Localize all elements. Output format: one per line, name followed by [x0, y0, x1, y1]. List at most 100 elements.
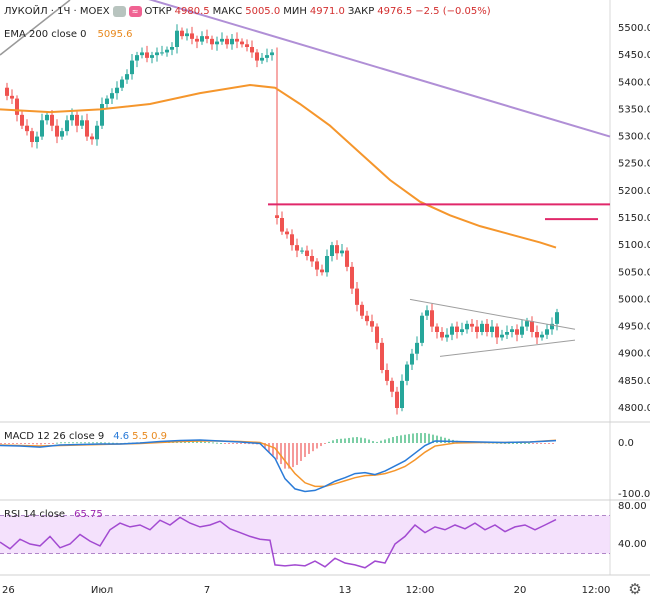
macd-histogram-bar [444, 437, 446, 443]
macd-histogram-bar [512, 443, 514, 444]
symbol-legend: ЛУКОЙЛ · 1Ч · MOEX ≈ ОТКР 4980.5 МАКС 5005… [4, 6, 491, 17]
candle-body [415, 342, 419, 354]
candle-body [190, 33, 194, 39]
macd-histogram-bar [528, 443, 530, 444]
candle-body [5, 87, 9, 96]
candle-body [460, 329, 464, 332]
macd-histogram-bar [100, 442, 102, 444]
candle-body [175, 30, 179, 47]
macd-histogram-bar [400, 435, 402, 443]
macd-histogram-bar [352, 437, 354, 443]
high-label: МАКС [212, 6, 243, 17]
macd-histogram-bar [348, 437, 350, 443]
candle-body [420, 315, 424, 343]
candle-body [255, 52, 259, 61]
time-tick-label: Июл [91, 585, 113, 596]
macd-histogram-bar [32, 443, 34, 445]
ema-value: 5095.6 [97, 29, 133, 40]
macd-histogram-bar [232, 443, 234, 444]
candle-body [410, 353, 414, 365]
open-value: 4980.5 [174, 6, 210, 17]
macd-histogram-bar [76, 442, 78, 444]
macd-histogram-bar [504, 442, 506, 444]
macd-histogram-bar [52, 443, 54, 444]
macd-histogram-bar [328, 441, 330, 443]
macd-histogram-bar [184, 441, 186, 443]
candle-body [115, 87, 119, 94]
candle-body [185, 33, 189, 37]
candle-body [430, 310, 434, 327]
macd-histogram-bar [404, 434, 406, 443]
candle-body [295, 245, 299, 251]
candle-body [205, 36, 209, 39]
price-tick-label: 4850.0 [618, 376, 650, 387]
macd-histogram-bar [524, 443, 526, 444]
candle-body [200, 36, 204, 42]
candle-body [280, 218, 284, 232]
symbol-title: ЛУКОЙЛ · 1Ч · MOEX [4, 6, 110, 17]
macd-histogram-bar [436, 435, 438, 443]
candle-body [275, 215, 279, 218]
candle-body [340, 250, 344, 254]
macd-histogram-bar [364, 438, 366, 443]
macd-histogram-bar [428, 433, 430, 443]
macd-histogram-bar [368, 439, 370, 443]
visibility-toggle-icon[interactable] [112, 6, 126, 17]
macd-histogram-bar [420, 433, 422, 443]
gray-diagonal-line [0, 0, 71, 56]
candle-body [120, 79, 124, 88]
low-value: 4971.0 [309, 6, 345, 17]
macd-histogram-bar [236, 443, 238, 444]
macd-histogram-bar [536, 443, 538, 444]
candle-body [425, 310, 429, 316]
candle-body [325, 256, 329, 273]
macd-histogram-bar [264, 443, 266, 449]
time-tick-label: 20 [514, 585, 527, 596]
time-tick-label: 13 [339, 585, 352, 596]
candle-body [30, 131, 34, 142]
close-label: ЗАКР [347, 6, 375, 17]
macd-histogram-bar [208, 442, 210, 444]
candle-body [555, 312, 559, 324]
macd-histogram-bar [108, 442, 110, 444]
macd-tick-label: -100.0 [618, 489, 650, 500]
candle-body [335, 245, 339, 254]
macd-histogram-bar [64, 442, 66, 444]
macd-histogram-bar [204, 441, 206, 443]
candle-body [305, 250, 309, 256]
candle-body [440, 332, 444, 338]
candle-body [310, 256, 314, 262]
candle-body [510, 329, 514, 332]
candle-body [135, 55, 139, 61]
macd-histogram-bar [8, 443, 10, 444]
macd-histogram-bar [324, 443, 326, 444]
price-tick-label: 5400.0 [618, 77, 650, 88]
time-tick-label: 7 [204, 585, 210, 596]
macd-histogram-bar [248, 443, 250, 445]
ema-legend: EMA 200 close 0 5095.6 [4, 29, 133, 40]
price-tick-label: 5050.0 [618, 267, 650, 278]
time-tick-label: 12:00 [582, 585, 611, 596]
macd-histogram-bar [332, 440, 334, 443]
macd-histogram-bar [356, 437, 358, 443]
change-value: −2.5 (−0.05%) [415, 6, 491, 17]
ema-200-line [0, 83, 557, 249]
candle-body [80, 120, 84, 126]
candle-body [500, 334, 504, 338]
rsi-band [0, 515, 610, 554]
rsi-tick-label: 80.00 [618, 501, 647, 512]
candle-body [145, 52, 149, 58]
macd-histogram-bar [308, 443, 310, 454]
macd-histogram-bar [92, 442, 94, 444]
candle-body [385, 370, 389, 381]
macd-histogram-bar [84, 442, 86, 444]
macd-histogram-bar [300, 443, 302, 461]
settings-gear-icon[interactable]: ⚙ [628, 580, 641, 598]
candle-body [300, 250, 304, 252]
macd-histogram-bar [36, 443, 38, 445]
candle-body [380, 342, 384, 370]
candle-body [535, 332, 539, 338]
candle-body [170, 47, 174, 50]
wave-icon[interactable]: ≈ [128, 6, 142, 17]
